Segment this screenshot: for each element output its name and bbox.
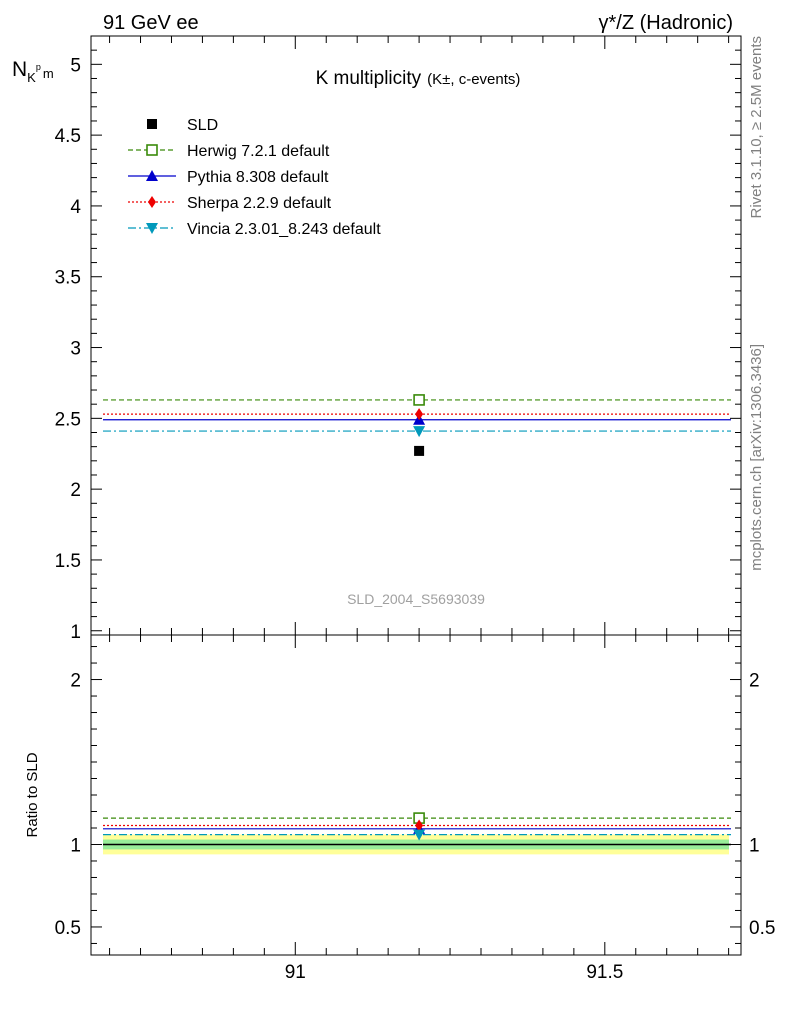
y-tick-label-main: 4.5 [55,126,81,147]
legend-sherpa-marker [148,196,156,208]
main-title-sub: (K±, c-events) [427,71,520,88]
legend-sld-label: SLD [187,117,218,134]
header-right: γ*/Z (Hadronic) [599,12,733,34]
main-ylabel: NKp m [12,58,54,85]
data-series [103,394,731,846]
axis-ticks: 1 1.5 2 2.5 3 3.5 4 4.5 5 0.5 0.5 1 1 2 2 91 91.5 [55,35,775,983]
y-tick-label-ratio: 1 [70,835,81,856]
y-tick-label-ratio: 2 [70,671,81,692]
series-vincia-point [413,426,426,438]
legend-pythia-label: Pythia 8.308 default [187,169,329,186]
y-tick-label-main: 4 [70,197,81,218]
series-sherpa-point [415,408,424,421]
x-tick-label: 91.5 [586,962,623,983]
header-left: 91 GeV ee [103,12,199,34]
y-tick-label-main: 2 [70,480,81,501]
y-tick-label-ratio-right: 2 [749,671,760,692]
legend-herwig-label: Herwig 7.2.1 default [187,143,330,160]
series-sld-point [414,445,425,456]
ratio-ylabel: Ratio to SLD [24,752,41,837]
ylabel-sub: K [27,70,36,85]
y-tick-label-main: 3 [70,339,81,360]
y-tick-label-main: 2.5 [55,409,81,430]
rivet-label: Rivet 3.1.10, ≥ 2.5M events [748,36,765,219]
y-tick-label-main: 3.5 [55,268,81,289]
y-tick-label-ratio-right: 0.5 [749,918,775,939]
y-tick-label-main: 5 [70,55,81,76]
legend-vincia-marker [146,223,158,234]
main-title: K multiplicity (K±, c-events) [316,68,521,89]
analysis-watermark: SLD_2004_S5693039 [347,591,485,607]
y-tick-label-ratio-right: 1 [749,835,760,856]
ratio-sherpa-point [415,819,424,832]
x-tick-label: 91 [285,962,306,983]
legend-herwig-marker [146,144,158,156]
legend: SLD Herwig 7.2.1 default Pythia 8.308 defa… [128,117,381,238]
legend-sherpa-label: Sherpa 2.2.9 default [187,195,332,212]
main-title-text: K multiplicity [316,68,422,89]
ylabel-main: N [12,58,27,81]
y-tick-label-main: 1 [70,622,81,643]
legend-sld-marker [147,119,157,129]
mcplots-label: mcplots.cern.ch [arXiv:1306.3436] [748,344,765,571]
ratio-plot-frame [90,634,742,956]
ylabel-sub2: m [43,66,54,81]
ylabel-sup: p [36,62,41,72]
series-herwig-point [413,394,425,406]
y-tick-label-ratio: 0.5 [55,918,81,939]
y-tick-label-main: 1.5 [55,551,81,572]
ratio-vincia-point [413,829,426,841]
legend-pythia-marker [146,170,158,181]
legend-vincia-label: Vincia 2.3.01_8.243 default [187,221,381,238]
